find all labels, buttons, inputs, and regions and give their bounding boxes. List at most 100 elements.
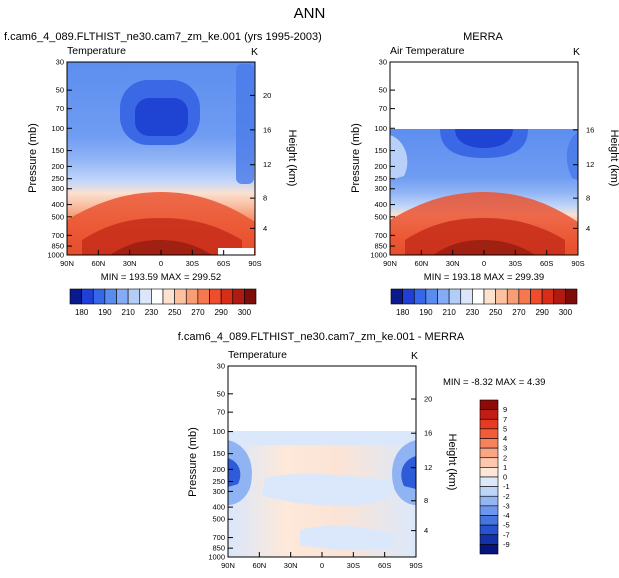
- x-tick-label: 0: [482, 259, 486, 268]
- y-tick-label: 700: [212, 533, 225, 542]
- x-tick-label: 30N: [284, 561, 298, 570]
- colorbar-swatch: [197, 288, 210, 305]
- model-southpole-band: [236, 64, 254, 184]
- colorbar-swatch: [81, 288, 94, 305]
- colorbar-swatch: [553, 288, 566, 305]
- y-tick-label: 700: [374, 231, 387, 240]
- panel-diff-units: K: [411, 350, 418, 362]
- colorbar-swatch: [479, 505, 499, 516]
- y-tick-label: 1000: [370, 251, 387, 260]
- height-tick-label: 16: [263, 125, 271, 134]
- colorbar-swatch: [413, 288, 427, 305]
- y-tick-label: 700: [51, 231, 64, 240]
- y-tick-label: 70: [56, 104, 64, 113]
- height-tick-label: 16: [586, 125, 594, 134]
- colorbar-label: 3: [503, 444, 507, 453]
- colorbar-label: 300: [559, 308, 573, 317]
- colorbar-label: 210: [442, 308, 456, 317]
- diff-ylabel-right: Height (km): [446, 434, 458, 491]
- panel-model-title: f.cam6_4_089.FLTHIST_ne30.cam7_zm_ke.001…: [4, 31, 322, 43]
- colorbar-label: 180: [396, 308, 410, 317]
- colorbar-swatch: [479, 534, 499, 545]
- colorbar-label: 270: [512, 308, 526, 317]
- colorbar-label: 290: [214, 308, 228, 317]
- x-tick-label: 60N: [252, 561, 266, 570]
- colorbar-swatch: [541, 288, 555, 305]
- y-tick-label: 30: [379, 58, 387, 67]
- panel-merra: MERRA Air Temperature K 30 50 70 100 150 200 2…: [350, 31, 619, 317]
- height-tick-label: 8: [424, 496, 428, 505]
- colorbar-swatch: [92, 288, 106, 305]
- colorbar-label: 210: [121, 308, 135, 317]
- colorbar-label: 9: [503, 405, 507, 414]
- y-tick-label: 400: [212, 503, 225, 512]
- colorbar-label: 250: [489, 308, 503, 317]
- colorbar-swatch: [127, 288, 141, 305]
- x-tick-label: 30S: [186, 259, 199, 268]
- colorbar-swatch: [162, 288, 175, 305]
- colorbar-label: 190: [98, 308, 112, 317]
- y-tick-label: 250: [374, 174, 387, 183]
- merra-cold-trap-core: [455, 129, 513, 148]
- colorbar-swatch: [104, 288, 117, 305]
- x-tick-label: 90N: [383, 259, 397, 268]
- panel-diff-plot: [227, 365, 417, 558]
- colorbar-label: -5: [503, 521, 510, 530]
- colorbar-swatch: [479, 524, 499, 536]
- y-tick-label: 50: [379, 86, 387, 95]
- diff-stats: MIN = -8.32 MAX = 4.39: [443, 377, 545, 388]
- y-tick-label: 50: [217, 389, 225, 398]
- y-tick-label: 300: [212, 487, 225, 496]
- colorbar-swatch: [69, 288, 82, 305]
- colorbar-label: -7: [503, 530, 510, 539]
- model-hot-core: [82, 218, 242, 255]
- x-tick-label: 0: [320, 561, 324, 570]
- colorbar-swatch: [448, 288, 462, 305]
- colorbar-swatch: [565, 288, 578, 305]
- colorbar-swatch: [437, 288, 450, 305]
- colorbar-swatch: [244, 288, 257, 305]
- colorbar-label: 290: [535, 308, 549, 317]
- y-tick-label: 150: [51, 146, 64, 155]
- panel-difference: f.cam6_4_089.FLTHIST_ne30.cam7_zm_ke.001…: [178, 331, 546, 570]
- panel-merra-units: K: [573, 46, 580, 58]
- colorbar-label: 250: [168, 308, 182, 317]
- colorbar-swatch: [116, 288, 129, 305]
- y-tick-label: 1000: [208, 553, 225, 562]
- colorbar-swatch: [139, 288, 152, 305]
- y-tick-label: 500: [374, 212, 387, 221]
- x-tick-label: 0: [159, 259, 163, 268]
- merra-x-axis: 90N 60N 30N 0 30S 60S 90S: [383, 250, 585, 268]
- height-tick-label: 16: [424, 429, 432, 438]
- colorbar-swatch: [479, 476, 499, 487]
- y-tick-label: 1000: [47, 251, 64, 260]
- diff-south-cold-core: [401, 456, 416, 489]
- diff-ylabel: Pressure (mb): [187, 427, 199, 497]
- model-surface-mask: [218, 248, 254, 255]
- y-tick-label: 200: [374, 162, 387, 171]
- colorbar-swatch: [479, 467, 499, 478]
- colorbar-swatch: [479, 457, 499, 468]
- page-title: ANN: [294, 5, 326, 22]
- model-stats: MIN = 193.59 MAX = 299.52: [101, 272, 221, 283]
- model-hottest-core: [110, 240, 212, 255]
- colorbar-label: 190: [419, 308, 433, 317]
- colorbar-swatch: [479, 409, 499, 420]
- y-tick-label: 400: [374, 200, 387, 209]
- y-tick-label: 500: [51, 212, 64, 221]
- merra-stats: MIN = 193.18 MAX = 299.39: [424, 272, 544, 283]
- merra-ylabel-right: Height (km): [608, 130, 619, 187]
- colorbar-swatch: [479, 399, 499, 410]
- height-tick-label: 8: [263, 194, 267, 203]
- colorbar-swatch: [495, 288, 508, 305]
- colorbar-swatch: [209, 288, 222, 305]
- model-height-axis: 4 8 12 16 20: [250, 91, 271, 233]
- colorbar-swatch: [479, 438, 499, 449]
- height-tick-label: 12: [424, 463, 432, 472]
- panel-merra-title: MERRA: [463, 31, 503, 43]
- model-ylabel-right: Height (km): [286, 130, 298, 187]
- height-tick-label: 12: [263, 160, 271, 169]
- colorbar-swatch: [479, 495, 499, 507]
